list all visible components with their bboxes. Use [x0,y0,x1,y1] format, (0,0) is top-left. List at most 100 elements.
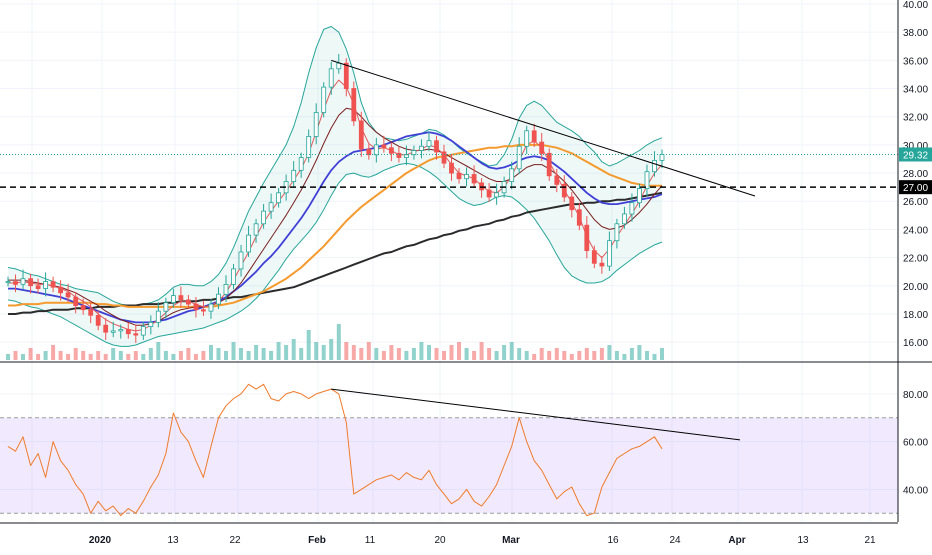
candle-body [223,283,229,295]
price-tick-label: 36.00 [903,56,928,67]
volume-bar [404,351,409,360]
volume-bar [419,342,424,360]
rsi-tick-label: 40.00 [903,485,928,496]
candle-body [456,172,462,180]
support-price-label: 27.00 [903,183,928,194]
volume-bar [6,354,10,360]
candle-body [622,213,627,225]
volume-bar [201,351,206,360]
volume-bar [599,348,604,360]
volume-bar [58,351,63,360]
volume-bar [569,354,574,360]
price-tick-label: 34.00 [903,85,928,96]
volume-bar [246,351,251,360]
price-panel[interactable] [0,26,932,363]
volume-bar [336,324,341,360]
candle-body [479,182,485,191]
candle-body [373,144,379,156]
candle-body [328,68,334,88]
candle-body [509,168,515,182]
volume-bar [284,345,289,360]
candle-body [576,209,582,226]
volume-bar [276,342,281,360]
candle-body [65,292,71,298]
volume-bar [411,348,416,360]
volume-bar [193,354,198,360]
volume-bar [584,348,589,360]
price-tick-label: 20.00 [903,282,928,293]
candle-body [291,169,297,183]
candle-body [381,144,387,149]
rsi-panel[interactable] [0,383,898,517]
grid-lines [0,0,898,522]
time-tick-label: 24 [669,535,681,546]
support-price-badge [899,180,932,195]
candle-body [155,310,161,323]
candle-body [20,278,26,285]
candle-body [629,202,635,215]
candle-body [539,141,545,154]
candle-body [366,148,372,156]
volume-bar [479,342,484,360]
candle-body [591,250,597,264]
rsi-tick-label: 80.00 [903,390,928,401]
volume-bar [622,354,627,360]
candle-body [321,86,327,113]
price-tick-label: 22.00 [903,254,928,265]
sma-mid-line [8,107,663,326]
time-tick-label: 16 [607,535,619,546]
time-tick-label: Mar [502,535,520,546]
candle-body [35,285,41,289]
volume-bar [73,348,78,360]
price-tick-label: 32.00 [903,113,928,124]
candle-body [13,281,18,285]
candle-body [200,309,206,312]
volume-bar [239,348,243,360]
volume-bar [614,351,619,360]
candle-body [208,303,214,312]
volume-bar [306,330,311,360]
volume-bar [547,351,552,360]
price-trendline [331,59,756,197]
volume-bar [509,342,514,360]
volume-bar [231,342,236,360]
candle-body [336,62,342,70]
candle-body [185,299,191,305]
volume-bar [291,339,296,360]
volume-bar [141,354,146,360]
volume-bar [637,345,642,360]
candle-body [276,192,282,204]
volume-bar [209,345,213,360]
candle-body [88,309,94,316]
candle-body [103,324,109,333]
candle-body [358,120,364,150]
candle-body [343,62,349,90]
volume-bar [434,348,439,360]
volume-bar [186,348,191,360]
volume-bar [539,348,544,360]
candle-body [193,303,199,311]
candle-body [110,330,116,333]
candle-body [163,302,169,312]
candle-body [441,151,447,164]
volume-bar [299,348,304,360]
volume-bar [464,348,469,360]
volume-bar [254,345,259,360]
volume-bar [472,351,477,360]
volume-bar [216,348,221,360]
candle-body [140,326,146,336]
volume-bar [28,348,33,360]
volume-bar [524,351,529,360]
candle-body [486,189,492,198]
volume-bar [261,348,266,360]
volume-bar [133,351,138,360]
volume-bar [389,345,394,360]
candle-body [652,159,657,173]
time-tick-label: Feb [308,535,326,546]
candle-body [261,210,267,225]
volume-bar [81,351,86,360]
volume-bar [427,345,431,360]
volume-bar [449,345,454,360]
